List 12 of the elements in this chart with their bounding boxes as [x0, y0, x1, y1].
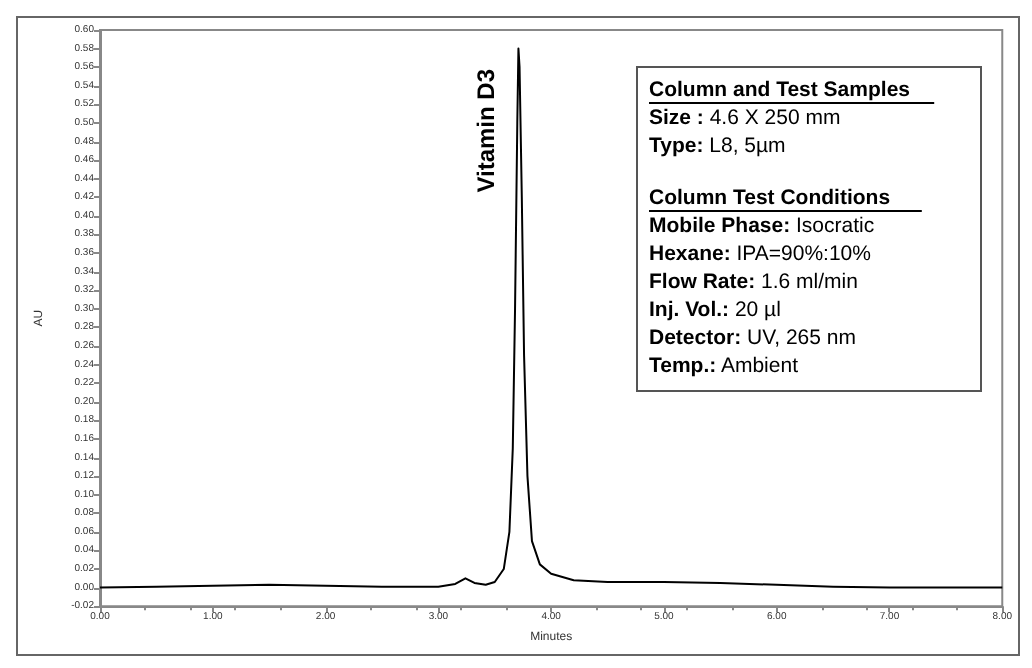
annotation: Detector: UV, 265 nm: [649, 326, 857, 350]
annotation: Hexane: IPA=90%:10%: [649, 242, 872, 266]
line-series: [99, 47, 1004, 589]
annotation: Column and Test Samples: [649, 78, 911, 102]
annotation: Column Test Conditions: [649, 186, 891, 210]
annotation: Inj. Vol.: 20 µl: [649, 298, 781, 322]
annotation: Mobile Phase: Isocratic: [649, 214, 875, 238]
annotation: Vitamin D3: [472, 68, 501, 193]
annotation: Type: L8, 5µm: [649, 134, 787, 158]
annotation: Flow Rate: 1.6 ml/min: [649, 270, 859, 294]
annotation: Size : 4.6 X 250 mm: [649, 106, 841, 130]
annotation: Temp.: Ambient: [649, 354, 799, 378]
